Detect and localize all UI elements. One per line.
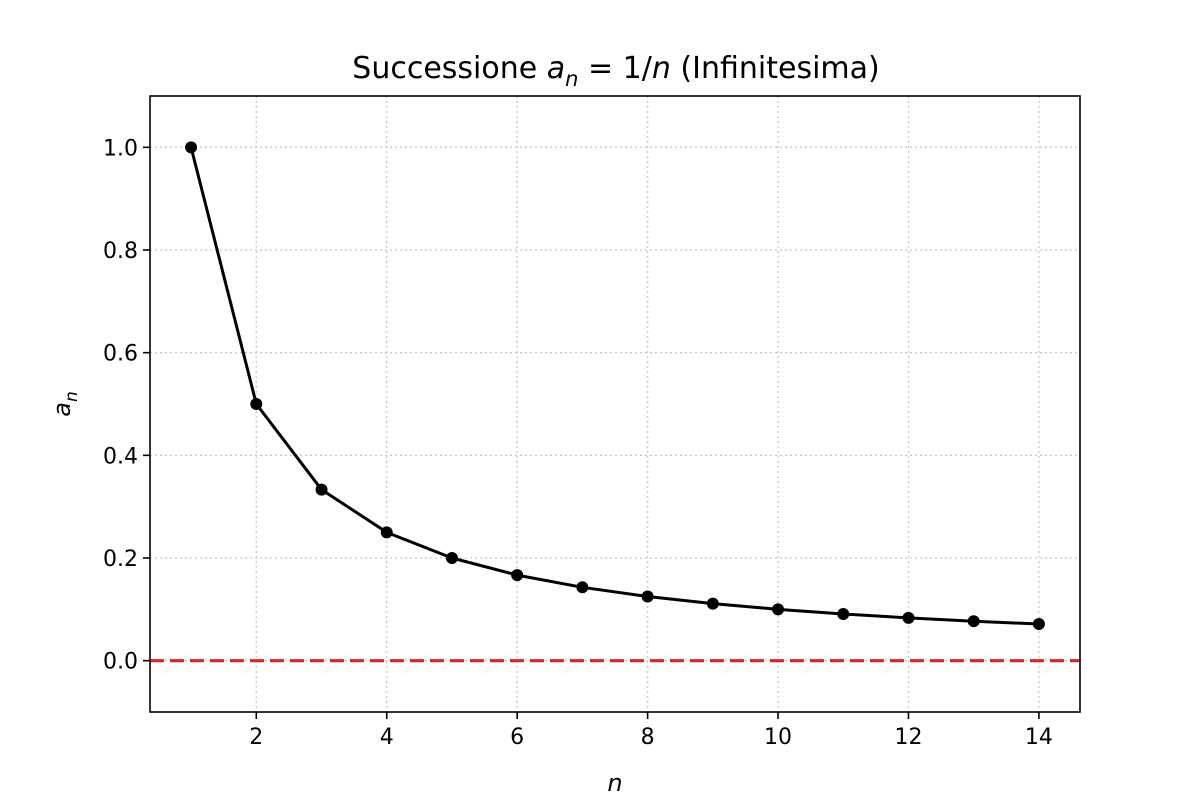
- data-point: [1032, 618, 1045, 631]
- data-point: [185, 141, 198, 154]
- chart-title: Successione an = 1/n (Infinitesima): [352, 51, 879, 91]
- y-tick-label: 0.0: [103, 650, 138, 675]
- y-tick-label: 0.2: [103, 547, 138, 572]
- series-layer: [185, 141, 1045, 631]
- title-prefix: Successione: [352, 51, 546, 86]
- y-tick-label: 1.0: [103, 136, 138, 161]
- data-point: [445, 552, 458, 564]
- x-axis-label: n: [607, 769, 622, 797]
- x-axis-ticks: 2 4 6 8 10 12 14: [249, 712, 1053, 750]
- x-tick-label: 8: [641, 725, 655, 750]
- x-tick-label: 10: [764, 725, 792, 750]
- y-tick-label: 0.6: [103, 342, 138, 367]
- data-point: [315, 483, 328, 496]
- title-rhs-var: n: [652, 51, 671, 86]
- data-point: [380, 526, 393, 539]
- x-tick-label: 2: [249, 725, 263, 750]
- y-axis-label-base: a: [48, 402, 76, 417]
- x-tick-label: 12: [894, 725, 922, 750]
- y-axis-label: an: [48, 391, 82, 417]
- y-axis-ticks: 0.0 0.2 0.4 0.6 0.8 1.0: [103, 136, 150, 675]
- data-point: [250, 398, 263, 410]
- data-point: [706, 597, 719, 610]
- y-tick-label: 0.8: [103, 239, 138, 264]
- data-point: [967, 615, 980, 628]
- data-point: [837, 608, 850, 621]
- series-line: [189, 146, 1039, 626]
- title-equals: = 1/: [578, 51, 652, 86]
- y-tick-label: 0.4: [103, 444, 138, 469]
- data-point: [511, 569, 524, 582]
- x-tick-label: 14: [1025, 725, 1053, 750]
- x-tick-label: 4: [380, 725, 394, 750]
- plot-frame: [149, 95, 1081, 713]
- title-lhs-sub: n: [565, 67, 578, 91]
- grid: [150, 96, 1080, 712]
- y-axis-label-sub: n: [62, 391, 82, 402]
- data-point: [576, 581, 589, 594]
- data-point: [772, 603, 785, 616]
- title-lhs-base: a: [547, 51, 565, 86]
- x-tick-label: 6: [510, 725, 524, 750]
- data-point: [641, 590, 654, 603]
- data-point: [902, 611, 915, 624]
- title-suffix: (Infinitesima): [671, 51, 880, 86]
